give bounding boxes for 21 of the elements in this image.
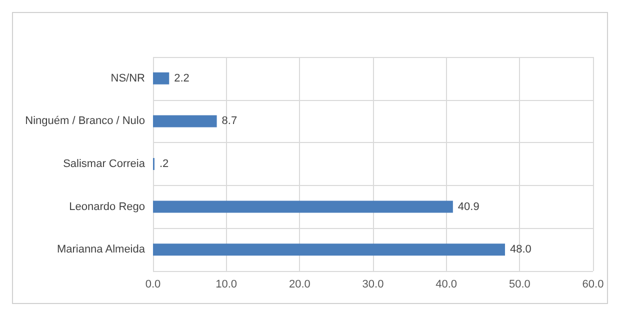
x-tick-label: 30.0: [362, 278, 384, 290]
bar: [153, 115, 217, 128]
y-tick-label: NS/NR: [110, 72, 146, 84]
data-label: 8.7: [222, 115, 238, 128]
x-tick-label: 60.0: [582, 278, 604, 290]
x-tick-label: 0.0: [145, 278, 161, 290]
x-tick-label: 10.0: [216, 278, 238, 290]
x-tick-label: 20.0: [288, 278, 310, 290]
y-tick-label: Marianna Almeida: [56, 244, 146, 256]
y-tick-label: Ninguém / Branco / Nulo: [25, 115, 145, 128]
data-label: 48.0: [510, 244, 532, 256]
bar: [153, 200, 453, 213]
bar: [153, 72, 170, 84]
data-label: .2: [159, 158, 169, 170]
bar: [153, 244, 505, 256]
data-label: 2.2: [174, 72, 190, 84]
data-label: 40.9: [458, 200, 480, 213]
x-tick-label: 50.0: [508, 278, 530, 290]
y-tick-label: Leonardo Rego: [69, 200, 145, 213]
x-tick-label: 40.0: [436, 278, 458, 290]
y-tick-label: Salismar Correia: [63, 158, 146, 170]
